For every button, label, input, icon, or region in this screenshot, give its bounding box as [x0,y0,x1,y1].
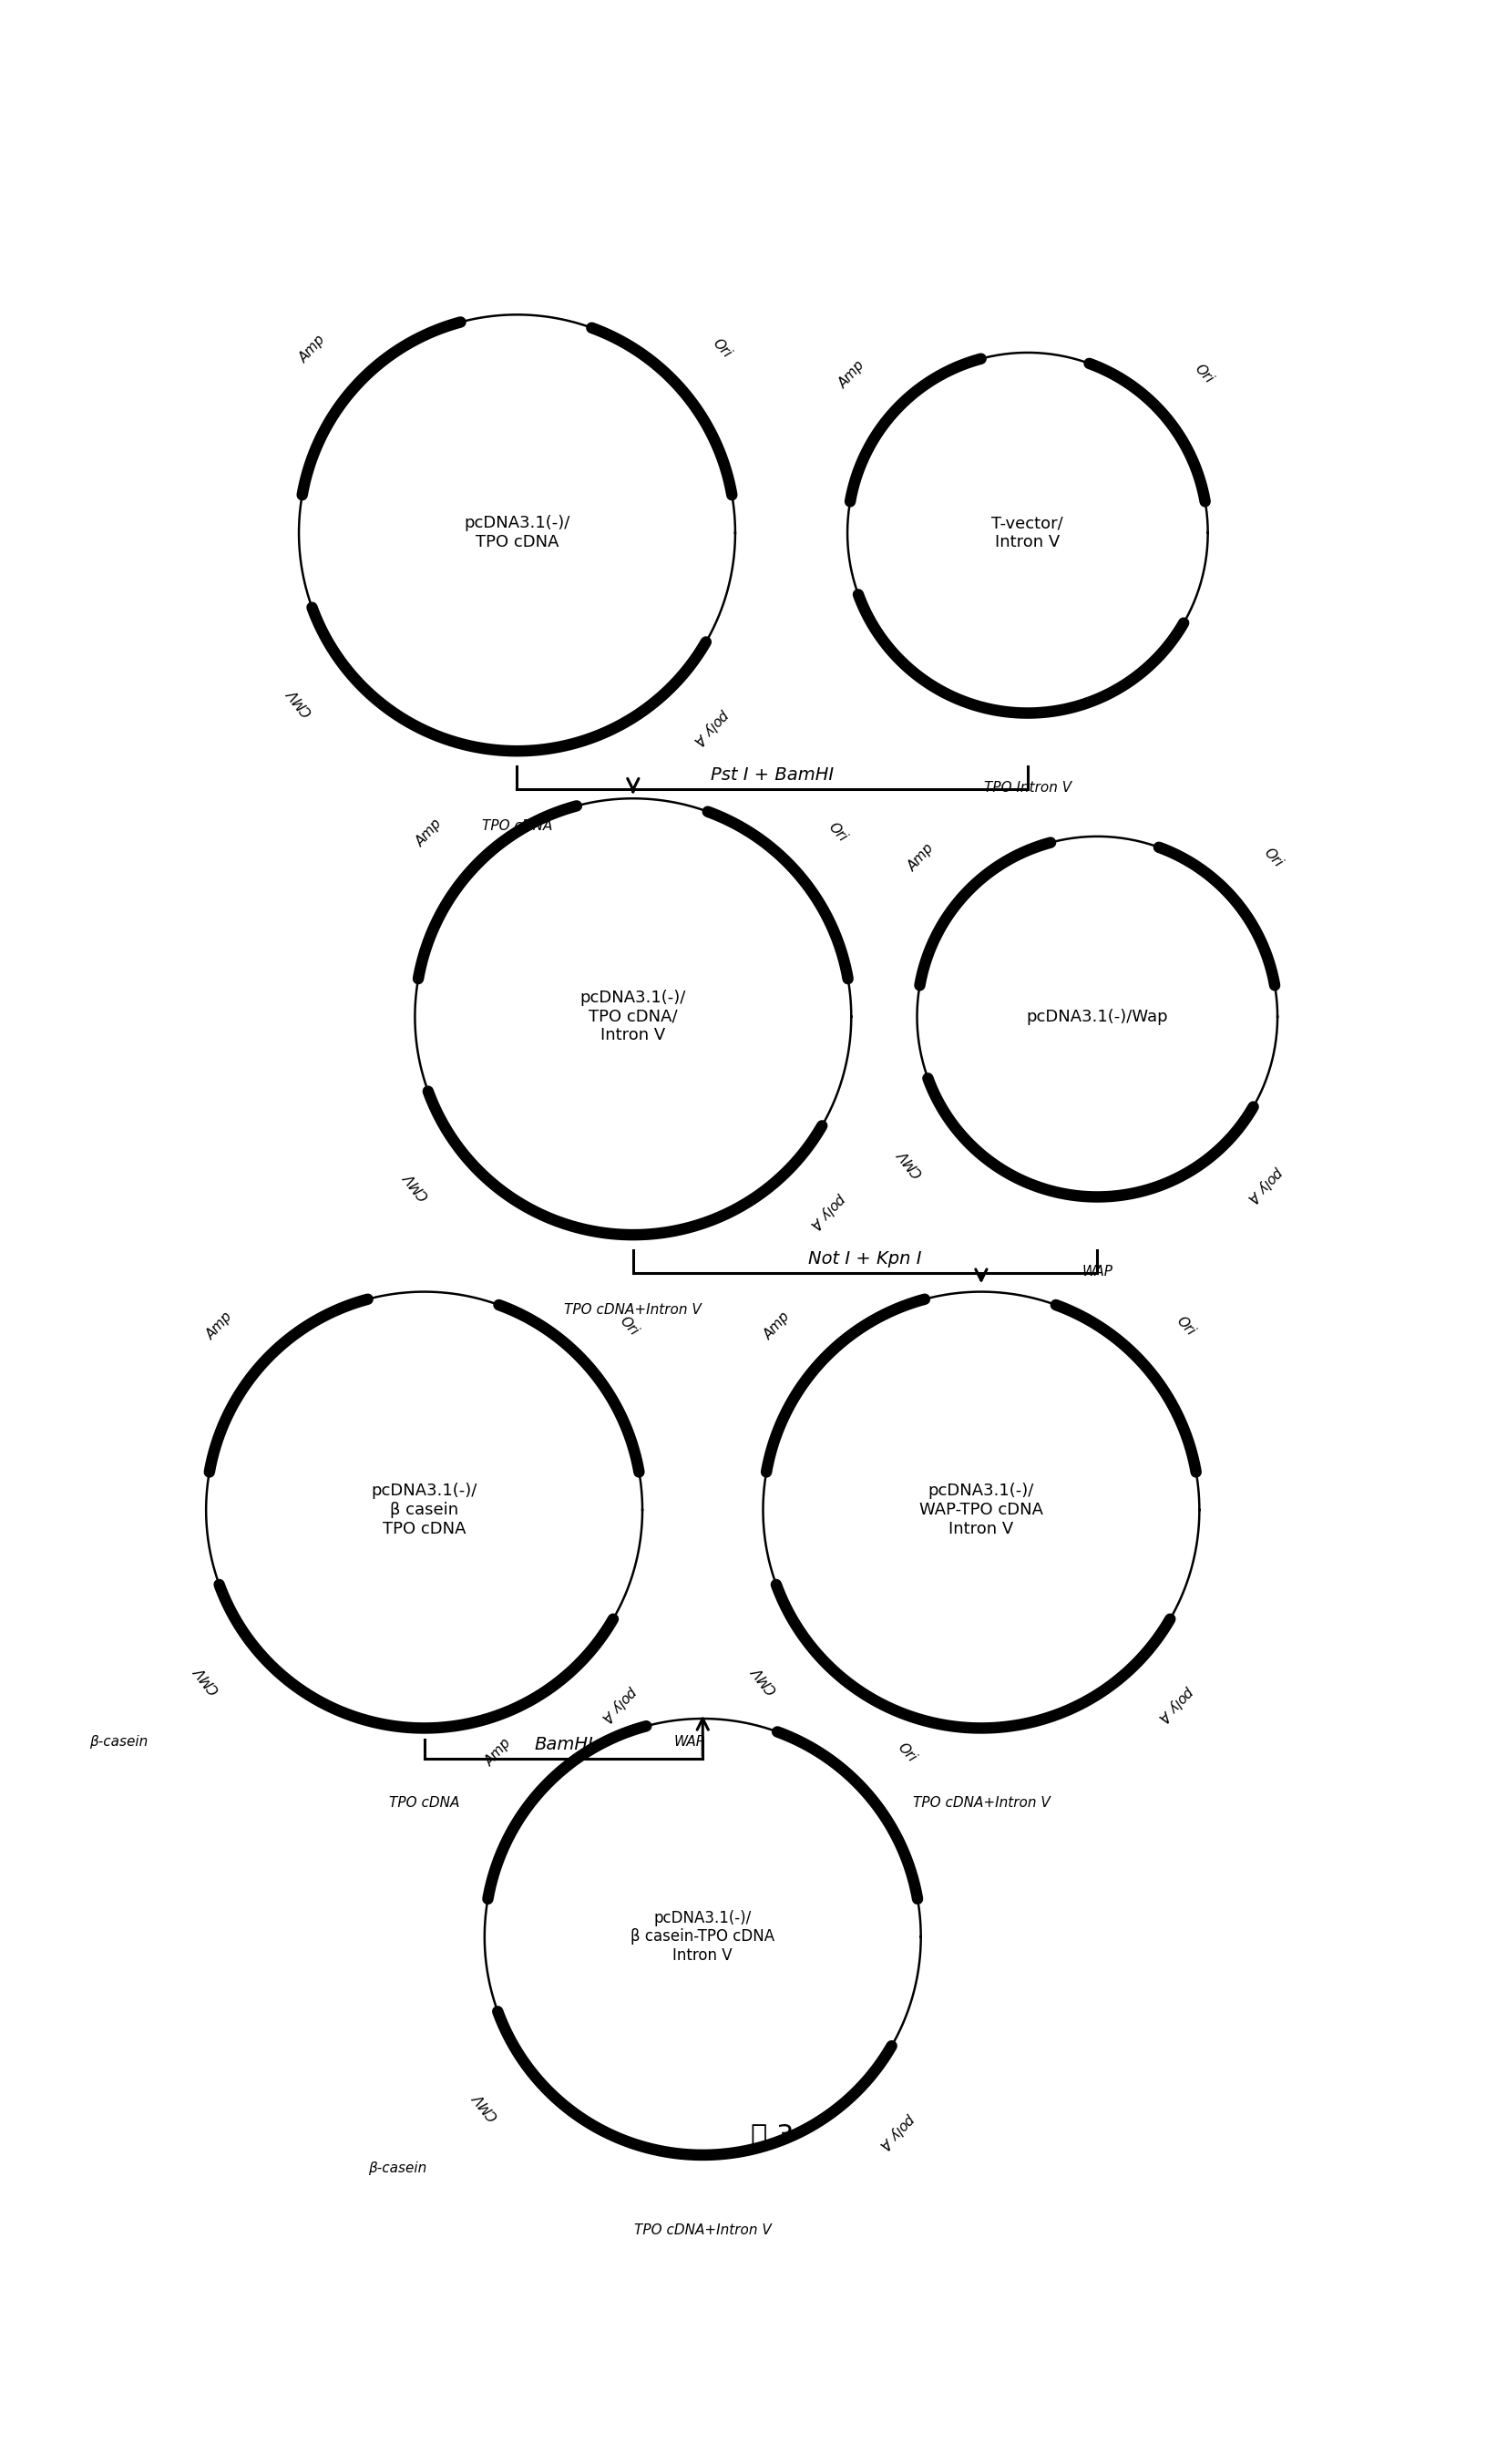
Text: 图 3: 图 3 [750,2124,794,2149]
Text: β-casein: β-casein [89,1735,148,1749]
Text: WAP: WAP [1082,1264,1112,1279]
Text: BamHI: BamHI [533,1735,592,1752]
Text: Amp: Amp [836,357,867,389]
Text: pcDNA3.1(-)/
WAP-TPO cDNA
Intron V: pcDNA3.1(-)/ WAP-TPO cDNA Intron V [919,1483,1043,1538]
Text: Amp: Amp [761,1308,793,1343]
Text: pcDNA3.1(-)/Wap: pcDNA3.1(-)/Wap [1026,1008,1168,1025]
Text: Amp: Amp [906,843,937,875]
Text: poly A: poly A [598,1685,639,1725]
Text: Ori: Ori [895,1740,919,1764]
Text: TPO cDNA+Intron V: TPO cDNA+Intron V [634,2223,772,2237]
Text: pcDNA3.1(-)/
β casein-TPO cDNA
Intron V: pcDNA3.1(-)/ β casein-TPO cDNA Intron V [630,1910,775,1964]
Text: T-vector/
Intron V: T-vector/ Intron V [992,515,1064,549]
Text: poly A: poly A [1156,1685,1197,1725]
Text: TPO cDNA: TPO cDNA [482,821,552,833]
Text: CMV: CMV [472,2089,500,2122]
Text: pcDNA3.1(-)/
TPO cDNA: pcDNA3.1(-)/ TPO cDNA [464,515,570,549]
Text: Ori: Ori [1174,1313,1198,1338]
Text: TPO cDNA: TPO cDNA [389,1796,460,1811]
Text: poly A: poly A [1245,1163,1285,1205]
Text: TPO Intron V: TPO Intron V [984,781,1071,796]
Text: Amp: Amp [297,333,329,365]
Text: β-casein: β-casein [368,2161,426,2176]
Text: TPO cDNA+Intron V: TPO cDNA+Intron V [913,1796,1050,1811]
Text: TPO cDNA+Intron V: TPO cDNA+Intron V [565,1303,702,1316]
Text: poly A: poly A [877,2112,918,2151]
Text: poly A: poly A [692,707,732,747]
Text: pcDNA3.1(-)/
TPO cDNA/
Intron V: pcDNA3.1(-)/ TPO cDNA/ Intron V [580,991,686,1045]
Text: Ori: Ori [1192,362,1216,387]
Text: Amp: Amp [413,816,445,850]
Text: Pst I + BamHI: Pst I + BamHI [711,766,833,784]
Text: Ori: Ori [1261,845,1285,870]
Text: WAP: WAP [674,1735,705,1749]
Text: CMV: CMV [895,1146,925,1180]
Text: pcDNA3.1(-)/
β casein
TPO cDNA: pcDNA3.1(-)/ β casein TPO cDNA [371,1483,478,1538]
Text: CMV: CMV [749,1663,779,1695]
Text: Amp: Amp [203,1308,235,1343]
Text: Ori: Ori [616,1313,640,1338]
Text: poly A: poly A [808,1190,848,1232]
Text: Ori: Ori [826,821,850,845]
Text: Not I + Kpn I: Not I + Kpn I [808,1249,922,1266]
Text: CMV: CMV [193,1663,223,1695]
Text: Ori: Ori [710,338,734,360]
Text: Amp: Amp [482,1737,514,1769]
Text: CMV: CMV [401,1170,431,1202]
Text: CMV: CMV [285,685,315,719]
